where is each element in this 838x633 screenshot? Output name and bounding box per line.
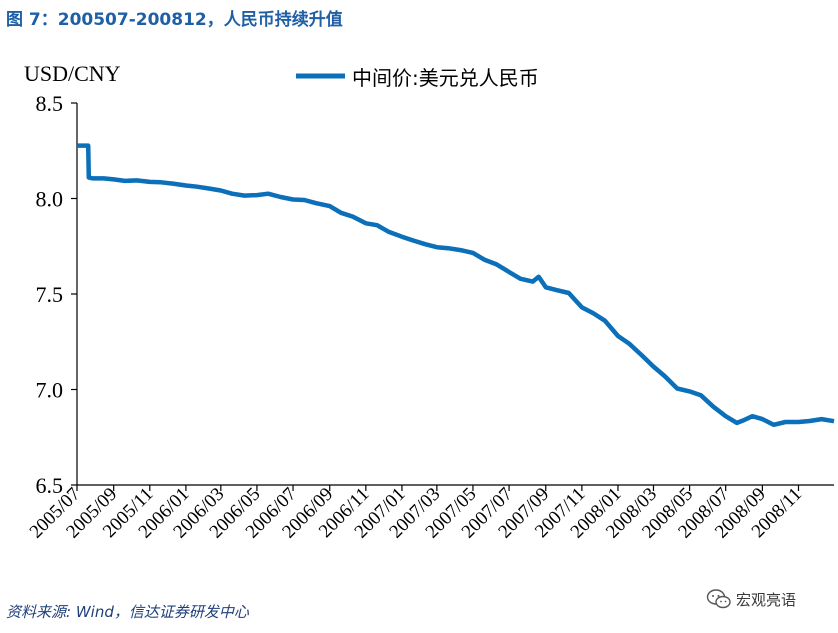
x-ticks: 2005/072005/092005/112006/012006/032006/… xyxy=(26,484,806,543)
y-tick-label: 8.0 xyxy=(36,187,64,212)
legend: 中间价:美元兑人民币 xyxy=(296,66,539,90)
y-axis-label: USD/CNY xyxy=(24,61,121,86)
legend-label: 中间价:美元兑人民币 xyxy=(352,66,539,90)
source-note: 资料来源: Wind，信达证券研发中心 xyxy=(6,603,249,621)
y-tick-label: 7.5 xyxy=(36,282,64,307)
series-line xyxy=(77,143,835,428)
brand-watermark: 宏观亮语 xyxy=(706,588,796,610)
y-tick-label: 6.5 xyxy=(36,473,64,498)
wechat-icon xyxy=(706,589,731,609)
x-axis: 2005/072005/092005/112006/012006/032006/… xyxy=(26,484,834,543)
series-group xyxy=(77,143,835,428)
y-ticks: 8.5 8.0 7.5 7.0 6.5 xyxy=(36,91,77,498)
y-tick-label: 8.5 xyxy=(36,91,64,116)
y-tick-label: 7.0 xyxy=(36,378,64,403)
figure-title: 图 7：200507-200812，人民币持续升值 xyxy=(6,10,343,30)
brand-name: 宏观亮语 xyxy=(736,590,797,609)
y-axis: 8.5 8.0 7.5 7.0 6.5 xyxy=(36,91,78,498)
